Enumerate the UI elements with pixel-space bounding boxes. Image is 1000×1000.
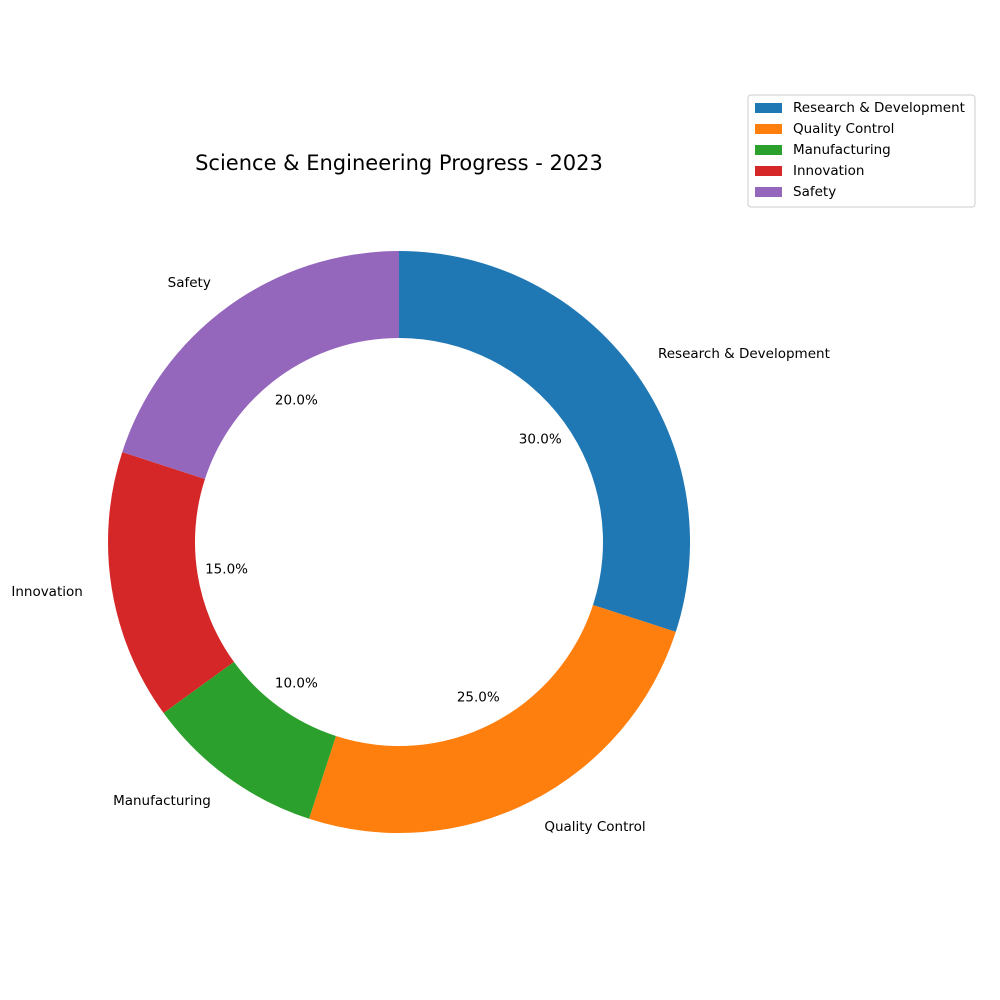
slice-research-and-development [399, 251, 690, 632]
chart-title: Science & Engineering Progress - 2023 [195, 151, 603, 175]
legend-label-manufacturing: Manufacturing [793, 142, 891, 158]
legend-swatch-research-and-development [755, 103, 782, 113]
percent-labels-group: 30.0% 25.0% 10.0% 15.0% 20.0% [205, 393, 562, 706]
slice-labels-group: Research & Development Quality Control Man… [11, 275, 830, 835]
slice-quality-control [309, 605, 676, 833]
slices-group [108, 251, 690, 833]
legend-swatch-quality-control [755, 124, 782, 134]
legend-label-safety: Safety [793, 184, 836, 200]
slice-safety [122, 251, 399, 479]
legend-frame [747, 94, 976, 208]
slice-manufacturing [163, 661, 336, 819]
legend-label-research-and-development: Research & Development [793, 100, 965, 116]
slice-label-research-and-development: Research & Development [658, 346, 830, 362]
legend: Research & Development Quality Control Man… [747, 94, 976, 208]
percent-label-research-and-development: 30.0% [519, 431, 562, 447]
slice-label-quality-control: Quality Control [544, 819, 645, 835]
legend-swatch-manufacturing [755, 145, 782, 155]
legend-label-quality-control: Quality Control [793, 121, 894, 137]
legend-swatch-innovation [755, 166, 782, 176]
slice-label-innovation: Innovation [11, 584, 82, 600]
slice-label-manufacturing: Manufacturing [113, 793, 211, 809]
legend-label-innovation: Innovation [793, 163, 864, 179]
percent-label-manufacturing: 10.0% [275, 675, 318, 691]
legend-swatch-safety [755, 187, 782, 197]
slice-label-safety: Safety [168, 275, 211, 291]
percent-label-safety: 20.0% [275, 393, 318, 409]
slice-innovation [108, 452, 234, 714]
percent-label-quality-control: 25.0% [457, 690, 500, 706]
percent-label-innovation: 15.0% [205, 561, 248, 577]
